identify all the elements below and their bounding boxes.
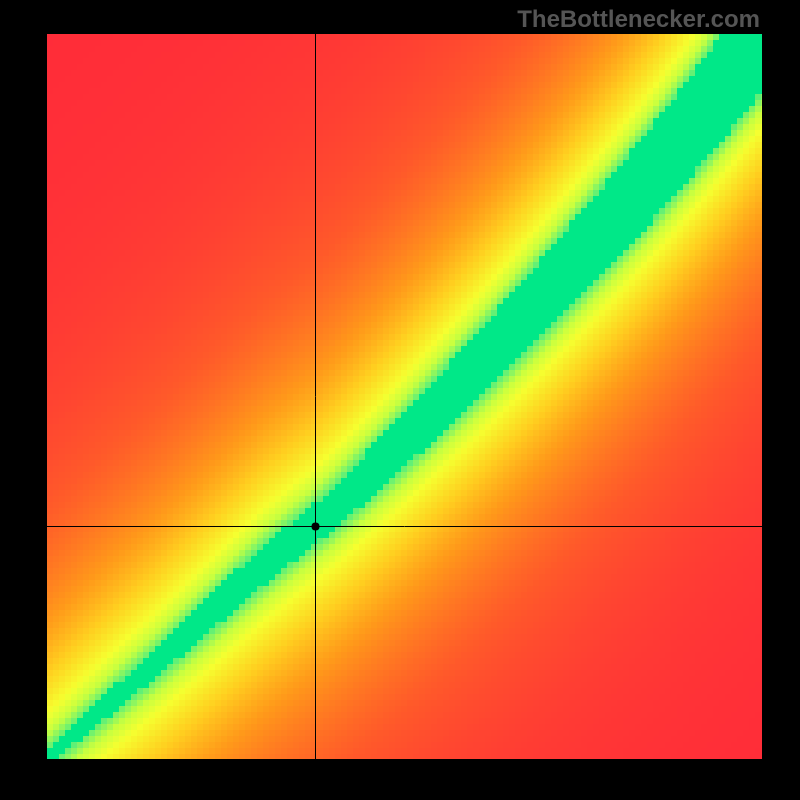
watermark-text: TheBottlenecker.com (517, 6, 760, 34)
chart-container: TheBottlenecker.com (0, 0, 800, 800)
bottleneck-heatmap (47, 34, 762, 759)
